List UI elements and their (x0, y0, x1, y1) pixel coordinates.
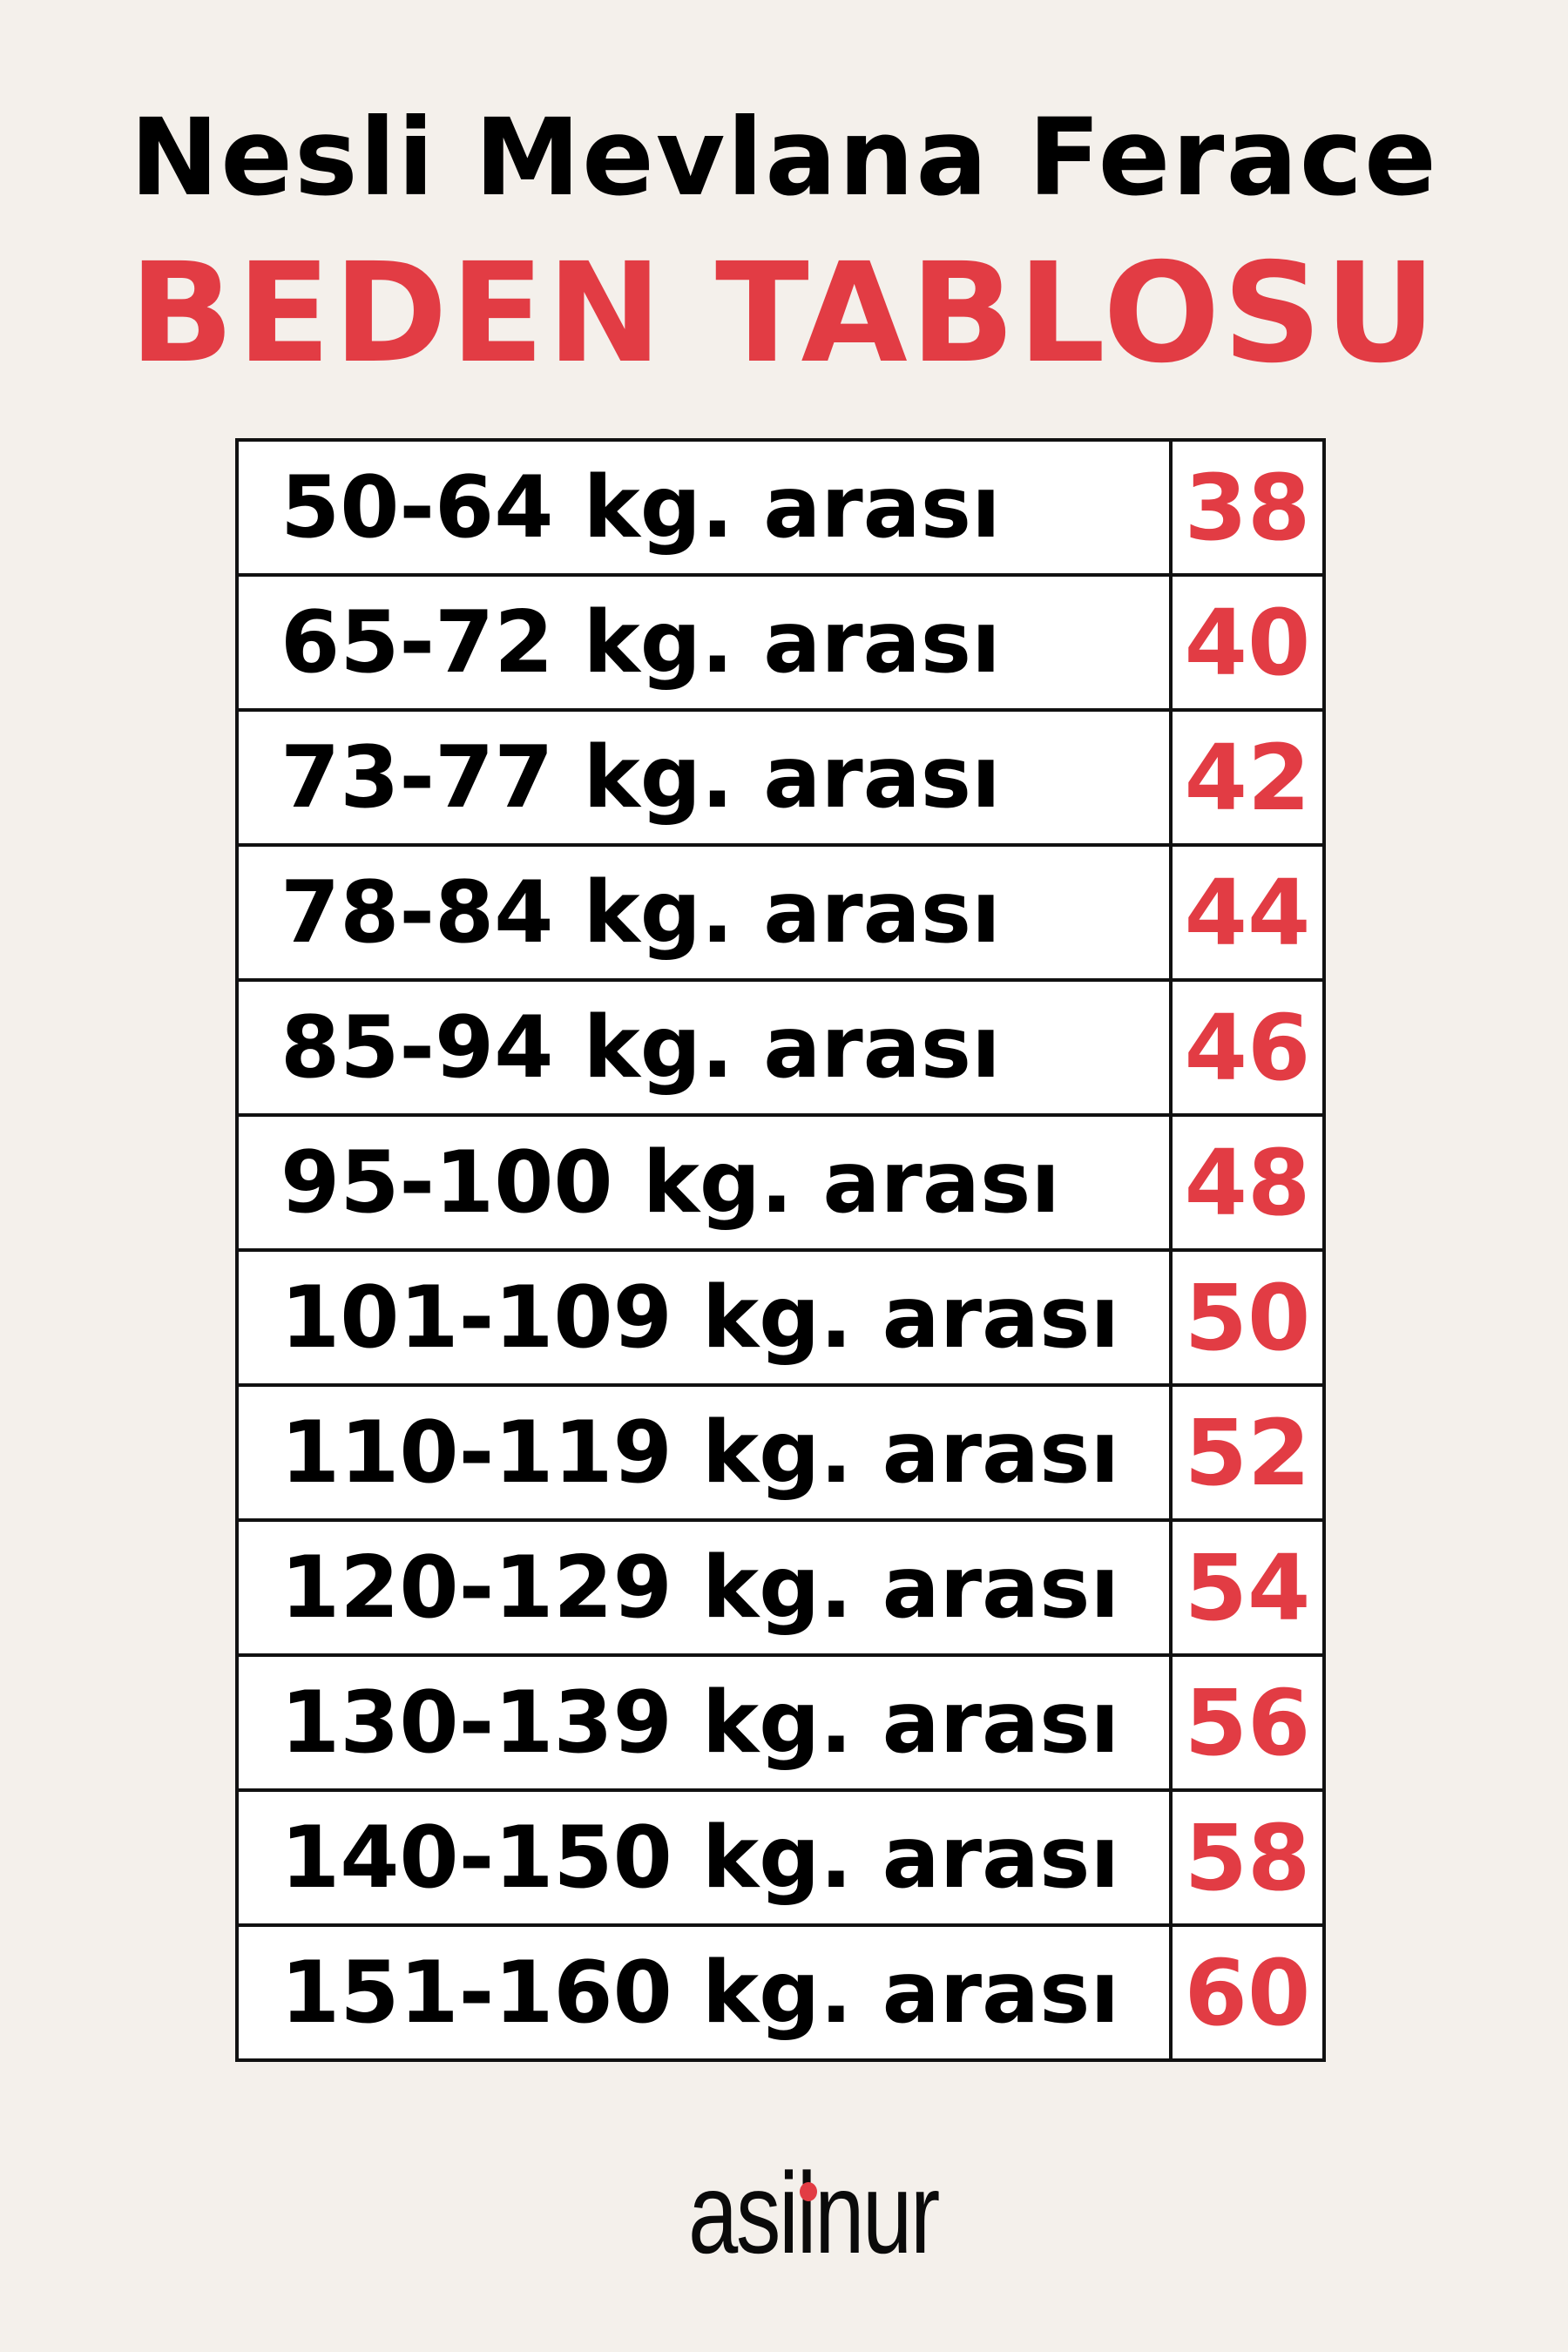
table-row: 85-94 kg. arası 46 (235, 978, 1326, 1117)
weight-range: 78-84 kg. arası (235, 843, 1173, 982)
logo-text: asilnur (688, 2149, 940, 2277)
weight-range: 101-109 kg. arası (235, 1248, 1173, 1387)
table-row: 120-129 kg. arası 54 (235, 1518, 1326, 1657)
weight-range: 95-100 kg. arası (235, 1113, 1173, 1252)
table-row: 151-160 kg. arası 60 (235, 1923, 1326, 2062)
size-value: 40 (1169, 573, 1326, 712)
size-value: 56 (1169, 1653, 1326, 1792)
size-value: 42 (1169, 708, 1326, 847)
weight-range: 130-139 kg. arası (235, 1653, 1173, 1792)
weight-range: 65-72 kg. arası (235, 573, 1173, 712)
size-table: 50-64 kg. arası 38 65-72 kg. arası 40 73-77 … (235, 438, 1326, 2062)
size-value: 58 (1169, 1788, 1326, 1927)
weight-range: 73-77 kg. arası (235, 708, 1173, 847)
size-value: 44 (1169, 843, 1326, 982)
logo-dot-icon (800, 2182, 817, 2201)
weight-range: 151-160 kg. arası (235, 1923, 1173, 2062)
table-row: 65-72 kg. arası 40 (235, 573, 1326, 712)
size-value: 54 (1169, 1518, 1326, 1657)
table-row: 95-100 kg. arası 48 (235, 1113, 1326, 1252)
size-value: 50 (1169, 1248, 1326, 1387)
page-title: Nesli Mevlana Ferace (130, 96, 1438, 220)
table-row: 73-77 kg. arası 42 (235, 708, 1326, 847)
brand-logo: asilnur (688, 2147, 940, 2278)
weight-range: 50-64 kg. arası (235, 438, 1173, 577)
size-value: 60 (1169, 1923, 1326, 2062)
weight-range: 110-119 kg. arası (235, 1383, 1173, 1522)
size-value: 38 (1169, 438, 1326, 577)
size-value: 46 (1169, 978, 1326, 1117)
table-row: 110-119 kg. arası 52 (235, 1383, 1326, 1522)
table-row: 130-139 kg. arası 56 (235, 1653, 1326, 1792)
size-value: 48 (1169, 1113, 1326, 1252)
table-row: 140-150 kg. arası 58 (235, 1788, 1326, 1927)
weight-range: 140-150 kg. arası (235, 1788, 1173, 1927)
size-value: 52 (1169, 1383, 1326, 1522)
weight-range: 120-129 kg. arası (235, 1518, 1173, 1657)
table-row: 50-64 kg. arası 38 (235, 438, 1326, 577)
weight-range: 85-94 kg. arası (235, 978, 1173, 1117)
page-subtitle: BEDEN TABLOSU (129, 233, 1439, 394)
table-row: 101-109 kg. arası 50 (235, 1248, 1326, 1387)
table-row: 78-84 kg. arası 44 (235, 843, 1326, 982)
